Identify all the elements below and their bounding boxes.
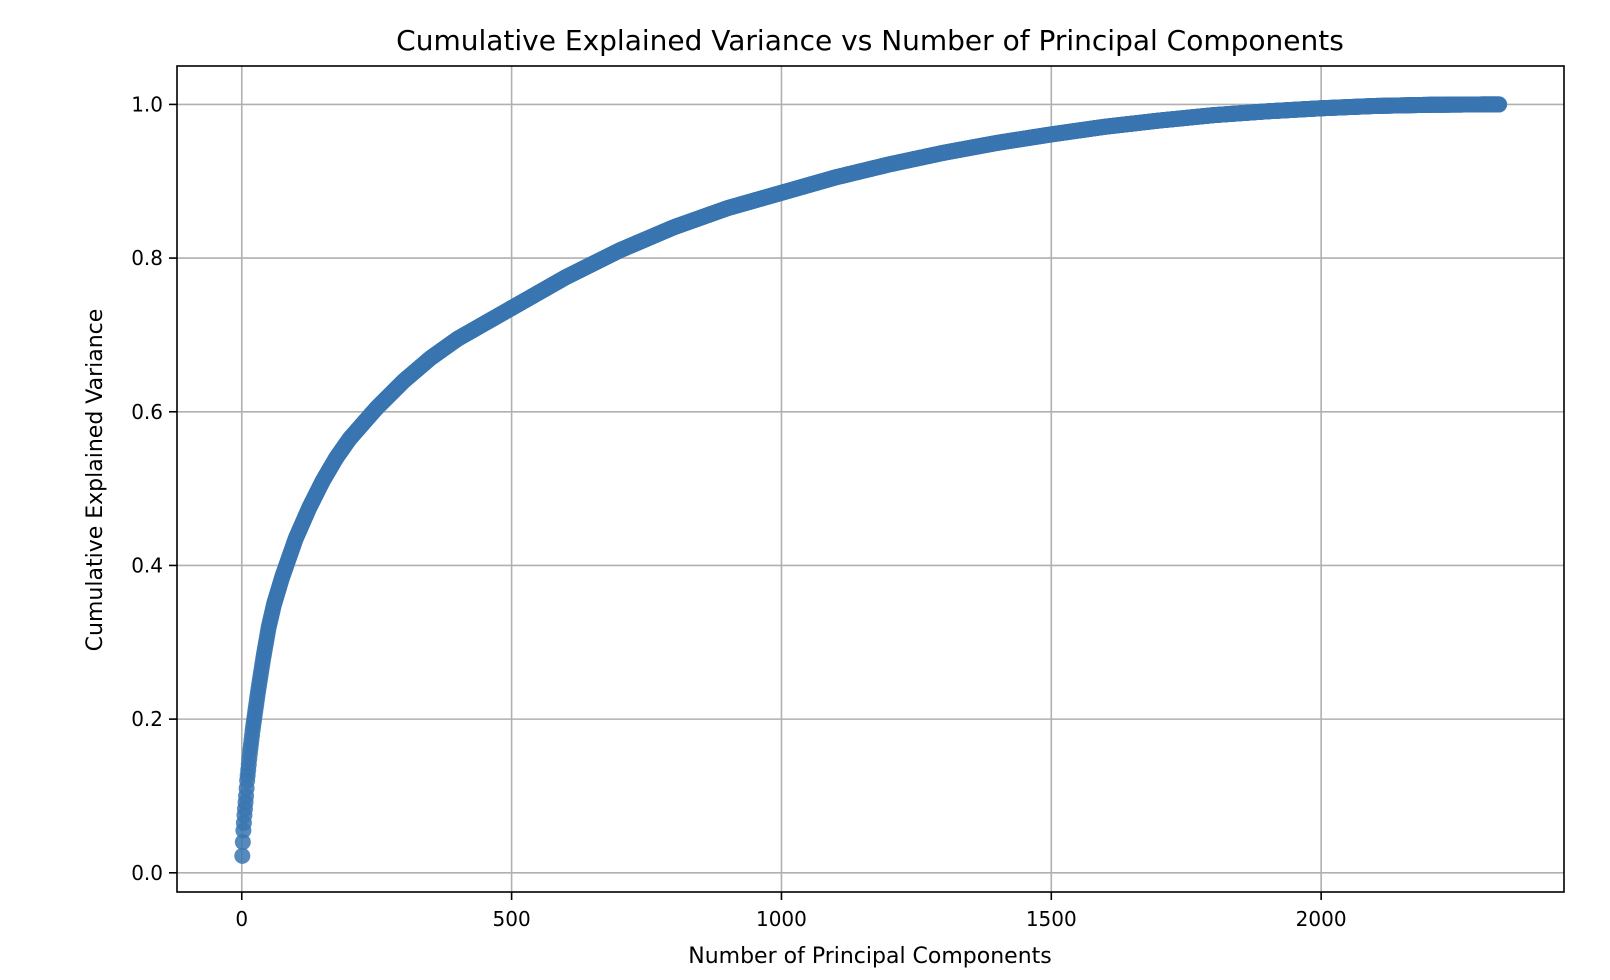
grid bbox=[177, 66, 1564, 892]
data-point bbox=[234, 847, 251, 864]
data-points bbox=[234, 96, 1508, 864]
x-axis-label: Number of Principal Components bbox=[688, 944, 1052, 969]
x-tick-label: 1000 bbox=[756, 907, 807, 931]
x-tick-label: 2000 bbox=[1296, 907, 1347, 931]
x-tick-label: 1500 bbox=[1026, 907, 1077, 931]
x-ticks: 0 500 1000 1500 2000 bbox=[235, 892, 1347, 931]
y-tick-label: 1.0 bbox=[131, 92, 163, 116]
y-axis-label: Cumulative Explained Variance bbox=[83, 309, 108, 652]
y-tick-label: 0.4 bbox=[131, 553, 163, 577]
data-point bbox=[234, 834, 251, 851]
y-tick-label: 0.0 bbox=[131, 861, 163, 885]
y-tick-label: 0.8 bbox=[131, 246, 163, 270]
plot-frame bbox=[176, 65, 1565, 893]
y-ticks: 0.0 0.2 0.4 0.6 0.8 1.0 bbox=[131, 92, 177, 885]
y-tick-label: 0.2 bbox=[131, 707, 163, 731]
y-tick-label: 0.6 bbox=[131, 400, 163, 424]
chart-title: Cumulative Explained Variance vs Number … bbox=[396, 24, 1344, 57]
x-tick-label: 500 bbox=[493, 907, 531, 931]
x-tick-label: 0 bbox=[235, 907, 248, 931]
data-point bbox=[1491, 96, 1508, 113]
